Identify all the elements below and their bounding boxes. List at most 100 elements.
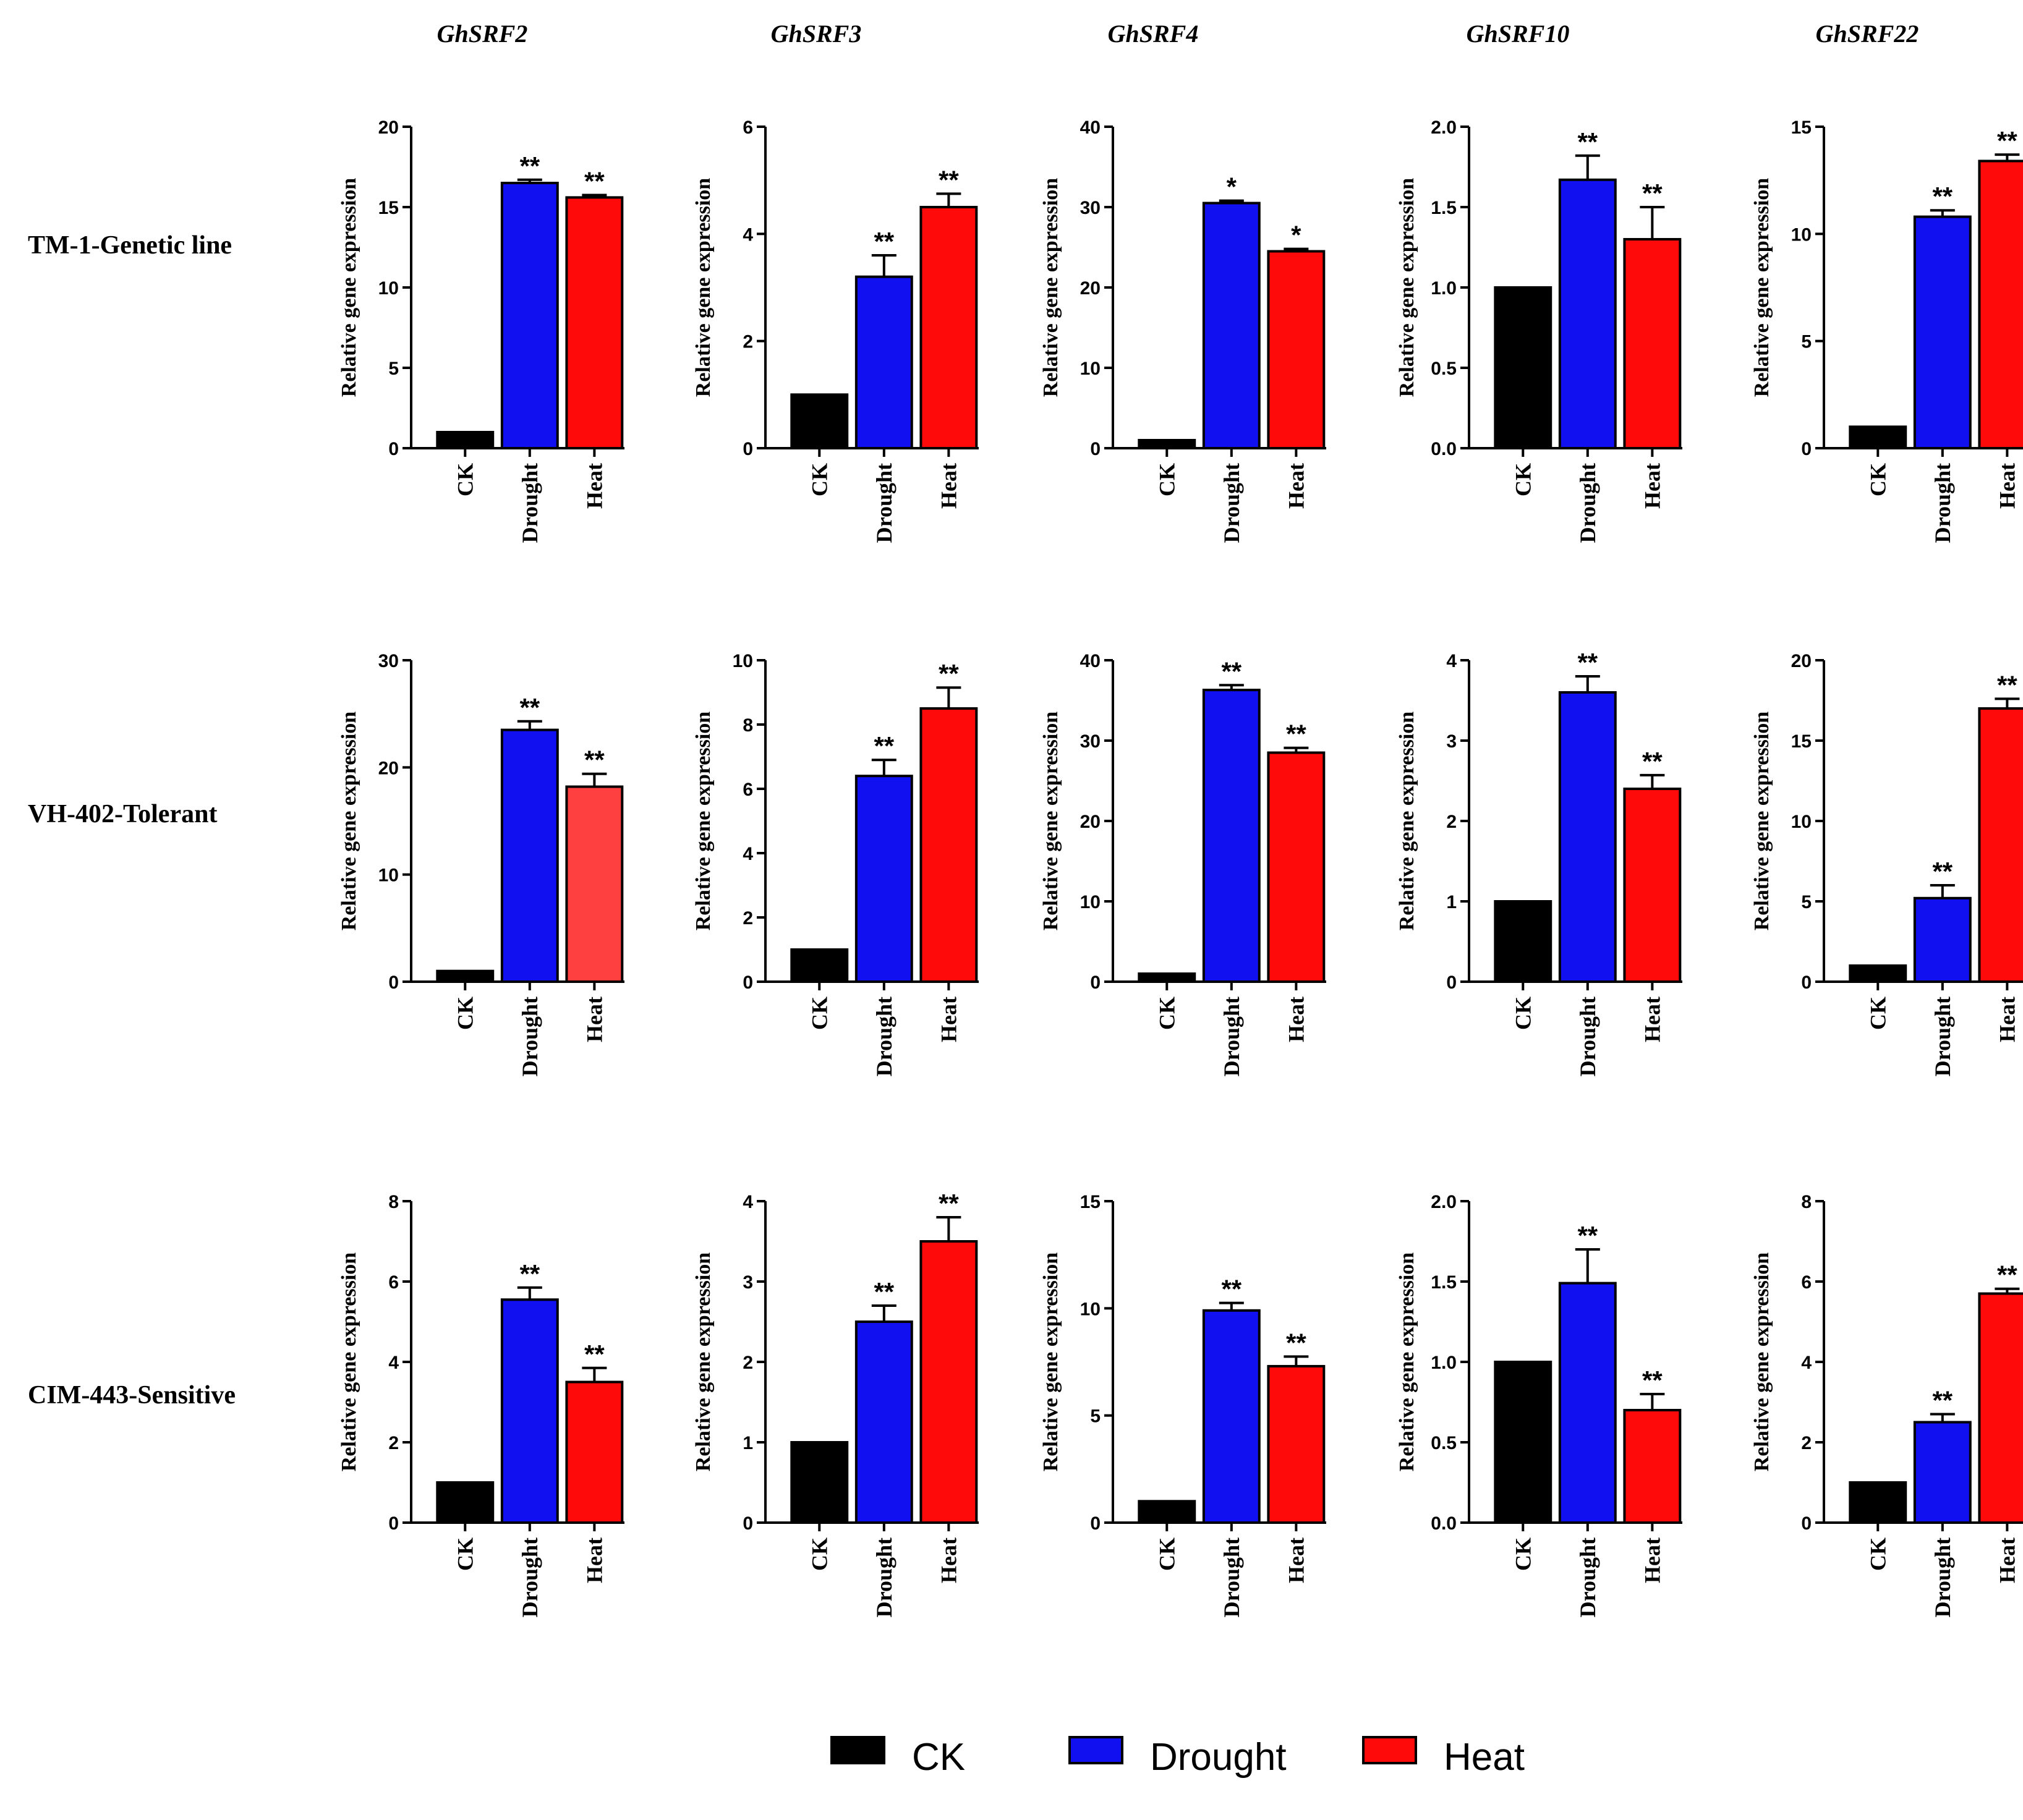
y-axis-label: Relative gene expression	[692, 178, 715, 398]
x-tick-label-ck: CK	[807, 463, 832, 496]
y-tick-label: 0	[1801, 972, 1812, 993]
significance-label: **	[874, 1277, 894, 1306]
y-tick-label: 0.0	[1431, 439, 1457, 459]
bar-heat	[919, 707, 978, 983]
x-tick-label-drought: Drought	[517, 1537, 542, 1617]
x-tick-label-drought: Drought	[1219, 997, 1244, 1076]
significance-label: **	[1997, 126, 2017, 155]
x-tick-label-ck: CK	[453, 1537, 477, 1571]
y-tick-label: 5	[1801, 892, 1812, 912]
x-tick-label-drought: Drought	[872, 1537, 897, 1617]
x-tick-label-heat: Heat	[1995, 997, 2019, 1042]
significance-label: **	[939, 659, 959, 688]
row-label: TM-1-Genetic line	[28, 231, 232, 260]
significance-label: **	[1577, 127, 1598, 156]
significance-label: **	[1932, 1386, 1953, 1415]
x-tick-label-heat: Heat	[936, 1537, 961, 1583]
y-axis-label: Relative gene expression	[1395, 178, 1418, 398]
y-tick-label: 10	[1080, 1299, 1101, 1319]
significance-label: **	[1286, 720, 1306, 749]
x-tick-label-heat: Heat	[582, 1537, 607, 1583]
y-tick-label: 20	[378, 117, 399, 138]
y-tick-label: 2	[743, 1353, 753, 1373]
x-tick-label-heat: Heat	[1284, 1537, 1308, 1583]
bar-ck	[1494, 900, 1552, 983]
y-tick-label: 0	[1090, 439, 1101, 459]
legend-label-drought: Drought	[1150, 1736, 1287, 1779]
bar-ck	[1138, 972, 1196, 983]
bar-heat	[919, 206, 978, 449]
significance-label: **	[519, 151, 540, 181]
y-axis-label: Relative gene expression	[1039, 1252, 1062, 1472]
gene-title: GhSRF10	[1467, 20, 1570, 48]
y-tick-label: 5	[388, 359, 399, 379]
bar-heat	[565, 1380, 624, 1524]
significance-label: **	[1577, 1221, 1598, 1250]
significance-label: **	[584, 1340, 605, 1369]
significance-label: **	[584, 746, 605, 775]
y-tick-label: 20	[378, 758, 399, 778]
chart-panel-ghsrf2-0: 0 5 10 15 20 Relative gene expression CK ** Drou…	[338, 117, 624, 543]
x-tick-label-ck: CK	[453, 997, 477, 1030]
bar-drought	[500, 1298, 559, 1524]
bar-ck	[1138, 439, 1196, 449]
y-tick-label: 8	[1801, 1192, 1812, 1212]
chart-panel-ghsrf3-0: 0 2 4 6 Relative gene expression CK ** Drought *…	[692, 117, 979, 543]
x-tick-label-drought: Drought	[1219, 463, 1244, 543]
y-tick-label: 0.5	[1431, 1433, 1457, 1453]
x-tick-label-heat: Heat	[582, 997, 607, 1042]
y-tick-label: 15	[1080, 1192, 1101, 1212]
significance-label: **	[1642, 747, 1663, 776]
y-axis-label: Relative gene expression	[338, 178, 360, 398]
bar-drought	[500, 728, 559, 983]
bar-ck	[1494, 286, 1552, 449]
gene-title: GhSRF3	[771, 20, 862, 48]
bar-heat	[1623, 238, 1682, 449]
x-tick-label-ck: CK	[1510, 1537, 1535, 1571]
significance-label: **	[1997, 670, 2017, 699]
y-tick-label: 8	[388, 1192, 399, 1212]
x-tick-label-drought: Drought	[1930, 463, 1955, 543]
significance-label: **	[519, 693, 540, 722]
y-tick-label: 0	[743, 1513, 753, 1534]
y-tick-label: 10	[378, 865, 399, 886]
x-tick-label-drought: Drought	[517, 463, 542, 543]
legend-label-ck: CK	[912, 1736, 965, 1779]
legend-swatch-heat	[1362, 1736, 1417, 1764]
chart-panel-ghsrf2-2: 0 2 4 6 8 Relative gene expression CK ** Drought…	[338, 1192, 624, 1617]
y-tick-label: 30	[1080, 198, 1101, 218]
legend-swatch-ck	[830, 1736, 885, 1764]
y-tick-label: 0	[388, 972, 399, 993]
x-tick-label-heat: Heat	[1284, 997, 1308, 1042]
y-tick-label: 6	[388, 1272, 399, 1293]
y-tick-label: 20	[1791, 651, 1812, 671]
bar-heat	[1978, 159, 2023, 449]
y-axis-label: Relative gene expression	[1750, 712, 1773, 931]
bar-drought	[500, 182, 559, 449]
chart-panel-ghsrf4-2: 0 5 10 15 Relative gene expression CK ** Drough…	[1039, 1192, 1326, 1617]
bar-ck	[436, 431, 495, 449]
x-tick-label-drought: Drought	[872, 997, 897, 1076]
y-tick-label: 4	[388, 1353, 399, 1373]
bar-drought	[1558, 1282, 1617, 1524]
y-tick-label: 10	[378, 278, 399, 299]
x-tick-label-ck: CK	[1865, 997, 1890, 1030]
y-tick-label: 2	[1446, 812, 1457, 832]
y-tick-label: 6	[743, 117, 753, 138]
significance-label: *	[1291, 221, 1301, 250]
x-tick-label-heat: Heat	[582, 463, 607, 509]
bar-heat	[565, 785, 624, 983]
y-axis-label: Relative gene expression	[1750, 1252, 1773, 1472]
y-tick-label: 2	[743, 332, 753, 352]
y-tick-label: 10	[1791, 224, 1812, 245]
significance-label: **	[1577, 648, 1598, 677]
x-tick-label-heat: Heat	[1284, 463, 1308, 509]
chart-panel-ghsrf10-1: 0 1 2 3 4 Relative gene expression CK ** Drought…	[1395, 648, 1682, 1076]
gene-title: GhSRF22	[1816, 20, 1919, 48]
bar-drought	[854, 775, 913, 983]
y-tick-label: 4	[1801, 1353, 1812, 1373]
x-tick-label-ck: CK	[807, 1537, 832, 1571]
bar-heat	[1267, 250, 1326, 449]
y-tick-label: 6	[743, 780, 753, 800]
